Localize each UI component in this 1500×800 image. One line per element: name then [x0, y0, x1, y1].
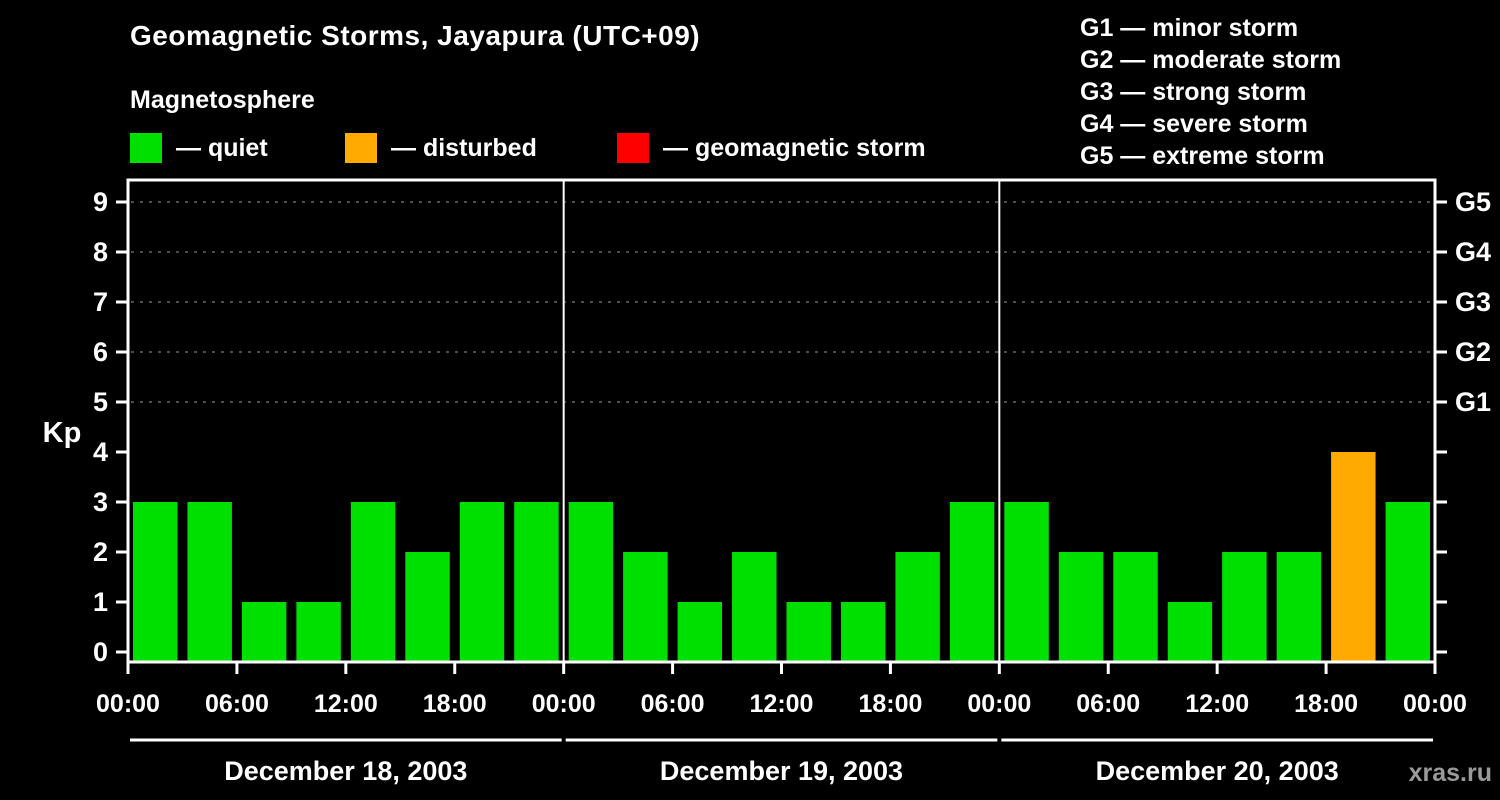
kp-bar	[1113, 552, 1158, 662]
x-tick-label: 00:00	[1403, 690, 1467, 718]
date-label: December 18, 2003	[224, 756, 467, 786]
quiet-color-swatch	[130, 133, 162, 163]
x-tick-label: 00:00	[96, 690, 160, 718]
legend-label-storm: — geomagnetic storm	[663, 133, 926, 162]
kp-bar	[187, 502, 232, 662]
kp-bar	[623, 552, 668, 662]
x-tick-label: 06:00	[205, 690, 269, 718]
y-tick-label: 9	[93, 187, 108, 217]
right-axis-label: G4	[1455, 237, 1491, 267]
x-tick-label: 12:00	[750, 690, 814, 718]
y-tick-label: 1	[93, 587, 108, 617]
kp-bar	[1004, 502, 1049, 662]
kp-bar	[1385, 502, 1430, 662]
kp-bar	[949, 502, 995, 662]
kp-bar	[133, 502, 178, 662]
kp-bar	[677, 602, 723, 662]
g-legend-item-g1: G1 — minor storm	[1080, 14, 1299, 42]
kp-bar	[1167, 602, 1213, 662]
y-tick-label: 7	[93, 287, 108, 317]
x-tick-label: 06:00	[641, 690, 705, 718]
storm-color-swatch	[617, 133, 649, 163]
magnetosphere-label: Magnetosphere	[130, 86, 315, 114]
y-tick-label: 8	[93, 237, 108, 267]
kp-bar	[405, 552, 450, 662]
legend-item-storm: — geomagnetic storm	[617, 133, 926, 163]
y-tick-label: 6	[93, 337, 108, 367]
kp-bar	[350, 502, 396, 662]
y-tick-label: 5	[93, 387, 108, 417]
kp-bar	[241, 602, 287, 662]
right-axis-label: G2	[1455, 337, 1491, 367]
y-tick-label: 3	[93, 487, 108, 517]
y-tick-label: 4	[93, 437, 108, 467]
legend-label-quiet: — quiet	[176, 133, 268, 162]
date-label: December 19, 2003	[660, 756, 903, 786]
right-axis-label: G3	[1455, 287, 1491, 317]
g-legend-item-g5: G5 — extreme storm	[1080, 142, 1325, 170]
right-axis-label: G5	[1455, 187, 1491, 217]
x-tick-label: 12:00	[1185, 690, 1249, 718]
chart-title: Geomagnetic Storms, Jayapura (UTC+09)	[130, 20, 701, 51]
kp-bar	[732, 552, 777, 662]
kp-bar	[1331, 452, 1376, 662]
g-legend-item-g2: G2 — moderate storm	[1080, 46, 1342, 74]
kp-bar	[786, 602, 831, 662]
x-tick-label: 06:00	[1076, 690, 1140, 718]
watermark: xras.ru	[1408, 759, 1492, 787]
x-tick-label: 18:00	[423, 690, 487, 718]
x-tick-label: 00:00	[967, 690, 1031, 718]
x-tick-label: 12:00	[314, 690, 378, 718]
legend-item-disturbed: — disturbed	[345, 133, 537, 163]
disturbed-color-swatch	[345, 133, 377, 163]
kp-bar	[1276, 552, 1322, 662]
right-axis-label: G1	[1455, 387, 1491, 417]
kp-bar	[514, 502, 559, 662]
y-tick-label: 0	[93, 637, 108, 667]
kp-bar	[568, 502, 614, 662]
x-tick-label: 18:00	[1294, 690, 1358, 718]
x-tick-label: 18:00	[858, 690, 922, 718]
g-legend-item-g4: G4 — severe storm	[1080, 110, 1308, 138]
kp-bar	[895, 552, 940, 662]
x-tick-label: 00:00	[532, 690, 596, 718]
kp-bar	[459, 502, 505, 662]
kp-bar	[296, 602, 341, 662]
y-axis-title: Kp	[43, 417, 82, 449]
y-tick-label: 2	[93, 537, 108, 567]
legend-label-disturbed: — disturbed	[391, 133, 537, 162]
kp-bar	[1058, 552, 1104, 662]
g-legend-item-g3: G3 — strong storm	[1080, 78, 1307, 106]
date-label: December 20, 2003	[1096, 756, 1339, 786]
legend-item-quiet: — quiet	[130, 133, 268, 163]
kp-bar	[1222, 552, 1267, 662]
g-scale-legend: G1 — minor storm G2 — moderate storm G3 …	[1080, 12, 1341, 172]
kp-bar	[840, 602, 886, 662]
